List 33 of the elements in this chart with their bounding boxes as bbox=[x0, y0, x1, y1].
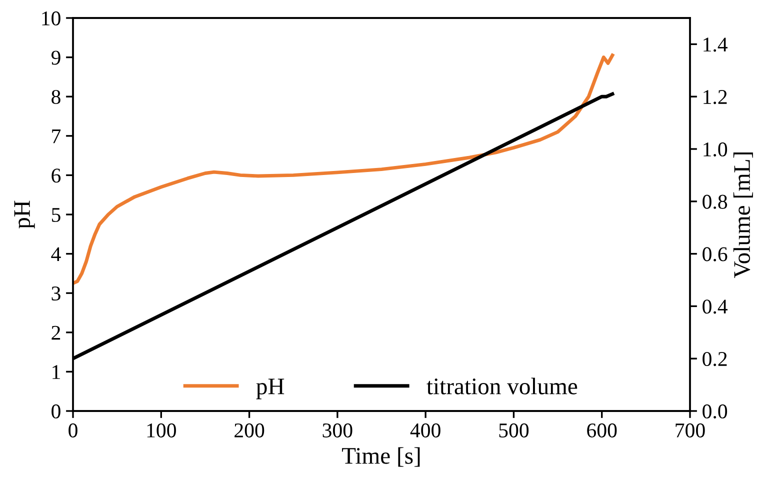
y2-tick-label: 0.8 bbox=[702, 194, 728, 209]
x-tick-label: 0 bbox=[68, 423, 78, 438]
y-tick-label: 7 bbox=[52, 129, 61, 144]
x-tick-label: 400 bbox=[410, 423, 440, 438]
y-tick-label: 3 bbox=[52, 286, 60, 301]
y-tick-label: 8 bbox=[52, 90, 60, 104]
y-tick-label: 4 bbox=[51, 247, 61, 262]
y2-tick-label: 0.4 bbox=[702, 300, 728, 314]
y2-tick-label: 0.0 bbox=[702, 404, 728, 419]
x-tick-label: 600 bbox=[587, 423, 617, 438]
legend-label: pH bbox=[256, 378, 284, 400]
y-axis-title: pH bbox=[14, 200, 35, 229]
y-tick-label: 9 bbox=[51, 50, 60, 65]
line-series bbox=[73, 54, 614, 286]
y-tick-label: 1 bbox=[52, 365, 60, 379]
x-tick-label: 300 bbox=[322, 423, 352, 438]
x-tick-label: 700 bbox=[676, 423, 705, 438]
y-tick-label: 5 bbox=[52, 208, 60, 222]
y2-axis-title: Volume [mL] bbox=[733, 152, 753, 278]
x-tick-label: 500 bbox=[499, 423, 529, 438]
y-tick-label: 10 bbox=[42, 11, 60, 26]
x-tick-label: 200 bbox=[234, 423, 264, 438]
y2-tick-label: 1.4 bbox=[704, 38, 728, 52]
legend-label: titration volume bbox=[426, 378, 578, 394]
y-tick-label: 0 bbox=[52, 404, 60, 418]
y2-tick-label: 1.0 bbox=[704, 142, 728, 157]
x-tick-label: 100 bbox=[147, 423, 176, 438]
y2-tick-label: 1.2 bbox=[704, 90, 727, 104]
y-tick-label: 2 bbox=[52, 326, 60, 340]
x-axis-title: Time [s] bbox=[342, 447, 420, 467]
y-tick-label: 6 bbox=[52, 168, 61, 183]
y2-tick-label: 0.6 bbox=[702, 247, 728, 262]
y2-tick-label: 0.2 bbox=[702, 352, 727, 366]
